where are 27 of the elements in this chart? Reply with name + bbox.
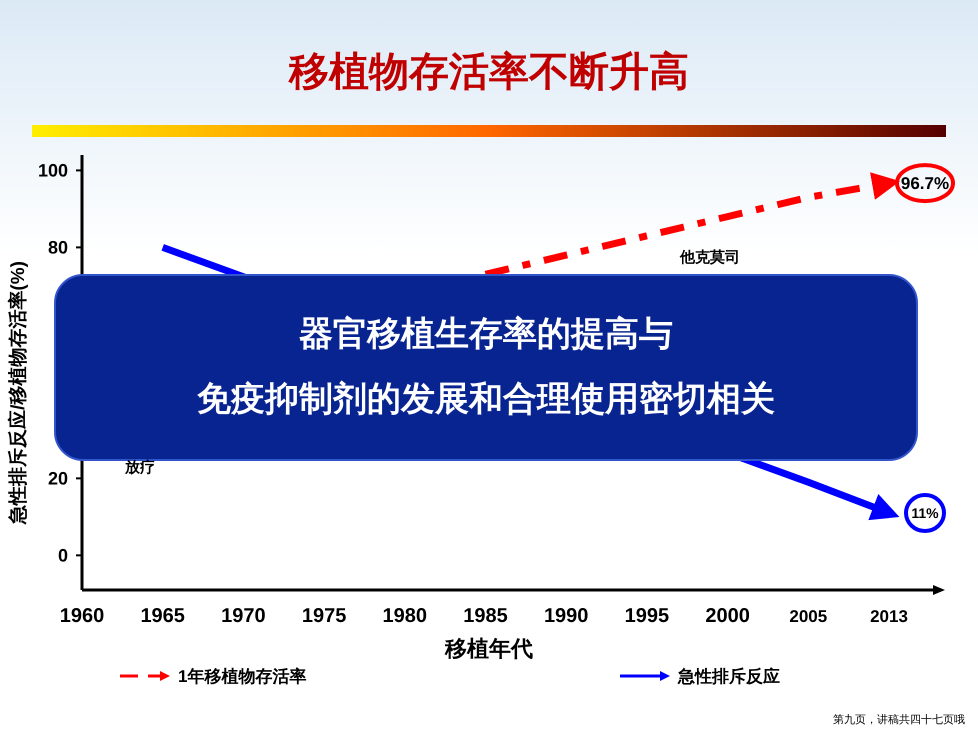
- x-tick-label: 1960: [60, 605, 104, 627]
- annotation: 96.7%: [900, 174, 950, 194]
- x-tick-label: 1980: [382, 605, 428, 627]
- y-tick-label: 0: [58, 546, 68, 566]
- x-axis-title: 移植年代: [444, 636, 533, 661]
- x-tick-label: 1970: [221, 605, 266, 627]
- annotation: 器官移植生存率的提高与: [299, 315, 673, 353]
- legend-label: 急性排斥反应: [677, 667, 780, 686]
- y-tick-label: 80: [48, 238, 68, 258]
- x-tick-label: 1985: [463, 605, 508, 627]
- x-tick-label: 2000: [705, 605, 750, 627]
- annotation: 11%: [911, 504, 940, 521]
- x-tick-label: 2013: [870, 607, 908, 626]
- chart-title: 移植物存活率不断升高: [288, 50, 689, 94]
- y-tick-label: 20: [48, 468, 68, 489]
- y-axis-title: 急性排斥反应/移植物存活率(%): [7, 261, 29, 525]
- x-tick-label: 1990: [544, 605, 588, 627]
- text: 第九页，讲稿共四十七页哦: [833, 713, 965, 726]
- annotation: 他克莫司: [679, 249, 740, 266]
- x-tick-label: 1975: [302, 605, 346, 627]
- x-tick-label: 1995: [624, 605, 670, 627]
- legend-label: 1年移植物存活率: [178, 667, 306, 686]
- annotation: 免疫抑制剂的发展和合理使用密切相关: [197, 380, 775, 418]
- x-tick-label: 2005: [789, 607, 828, 626]
- x-tick-label: 1965: [140, 605, 185, 627]
- y-tick-label: 100: [38, 160, 68, 181]
- annotation: 放疗: [124, 459, 155, 476]
